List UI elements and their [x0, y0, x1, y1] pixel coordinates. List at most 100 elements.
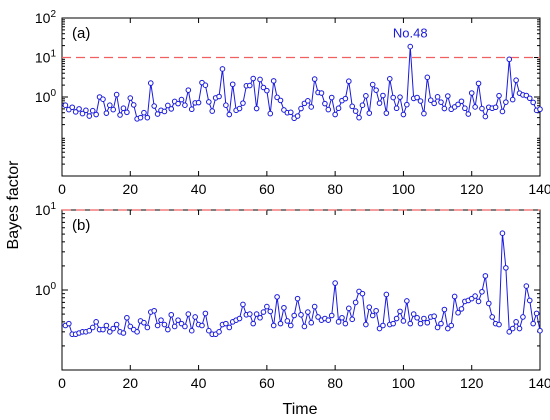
panel-a-y-tick-label: 102: [35, 9, 57, 26]
panel-a-data-point: [513, 77, 519, 84]
panel-a-data-point: [151, 103, 157, 109]
panel-b-data-point: [339, 314, 345, 321]
panel-b-data-point: [407, 320, 414, 327]
panel-b-data-point: [110, 325, 117, 332]
panel-b-data-point: [479, 288, 485, 295]
panel-b-data-point: [369, 312, 376, 319]
panel-a-data-point: [479, 105, 485, 112]
panel-b-data-point: [410, 311, 417, 317]
panel-a-data-point: [455, 101, 461, 108]
panel-b-data-point: [390, 320, 396, 327]
panel-a-data-point: [209, 108, 216, 114]
panel-b-data-point: [424, 319, 431, 326]
panel-a-x-tick-label: 140: [528, 181, 550, 197]
panel-a: 0 20 40 60 80 100 120 140 100 101 102 (a) No.48: [35, 9, 550, 197]
panel-a-data-point: [383, 110, 390, 116]
panel-b-data-point: [315, 314, 321, 320]
panel-a-data-point: [458, 98, 465, 105]
panel-b-data-point: [223, 320, 229, 327]
panel-a-data-point: [89, 107, 96, 114]
panel-a-data-point: [332, 111, 338, 118]
panel-b-series-line: [65, 233, 541, 335]
panel-b-data-point: [421, 315, 427, 322]
panel-a-data-point: [236, 105, 243, 112]
panel-a-data-point: [72, 109, 79, 115]
panel-b-data-point: [475, 298, 482, 305]
panel-b-data-point: [192, 314, 198, 320]
panel-b-data-point: [202, 310, 209, 317]
panel-b-data-point: [496, 321, 502, 328]
panel-a-data-point: [175, 100, 181, 107]
panel-b-data-point: [513, 319, 519, 325]
panel-a-x-tick-label: 80: [327, 181, 343, 197]
panel-a-x-tick-label: 40: [191, 181, 207, 197]
panel-a-data-point: [113, 91, 120, 98]
panel-b-data-point: [264, 303, 270, 310]
panel-b-data-point: [414, 314, 420, 321]
panel-a-data-point: [76, 106, 82, 112]
panel-b-data-point: [328, 312, 335, 319]
panel-b-data-point: [489, 314, 496, 320]
panel-b-data-point: [107, 329, 113, 335]
panel-a-data-point: [110, 106, 117, 113]
panel-b-data-point: [404, 298, 410, 304]
panel-a-data-point: [137, 114, 144, 121]
panel-b-y-tick-label: 100: [35, 281, 57, 298]
panel-b-data-point: [291, 312, 297, 319]
panel-b-data-point: [349, 316, 356, 323]
panel-b-data-point: [503, 265, 509, 271]
panel-a-data-point: [400, 111, 407, 118]
panel-b-data-point: [332, 280, 338, 286]
panel-a-data-point: [475, 80, 482, 87]
panel-b-data-point: [533, 310, 540, 317]
panel-b-data-point: [250, 320, 256, 327]
panel-a-data-point: [322, 100, 328, 107]
panel-b-data-point: [113, 321, 120, 328]
panel-a-data-point: [468, 90, 475, 96]
panel-b-data-point: [257, 314, 263, 321]
panel-a-data-point: [530, 99, 536, 106]
panel-b-data-point: [127, 323, 134, 330]
panel-a-data-point: [509, 96, 516, 103]
panel-b-data-point: [154, 322, 161, 329]
panel-b-data-point: [499, 230, 506, 236]
panel-a-data-point: [226, 111, 233, 118]
panel-a-data-point: [526, 95, 533, 102]
panel-b-data-point: [445, 325, 451, 332]
panel-b-label: (b): [72, 217, 90, 234]
panel-a-data-point: [141, 109, 147, 116]
panel-a-data-point: [506, 56, 513, 63]
panel-b-x-tick-label: 120: [460, 375, 484, 391]
panel-b-data-point: [161, 321, 168, 328]
panel-a-data-point: [298, 105, 304, 112]
panel-a-data-point: [188, 106, 195, 113]
panel-a-data-point: [369, 81, 376, 88]
panel-a-data-point: [386, 75, 393, 82]
panel-a-data-point: [277, 97, 284, 104]
panel-a-data-point: [182, 102, 188, 109]
panel-a-data-point: [257, 76, 263, 83]
panel-a-data-point: [325, 106, 332, 113]
panel-b-data-point: [311, 303, 318, 310]
panel-a-data-point: [69, 104, 76, 111]
panel-a-data-point: [127, 95, 134, 101]
panel-a-data-point: [465, 111, 472, 117]
panel-a-data-point: [537, 106, 543, 113]
panel-a-data-point: [223, 102, 229, 109]
panel-b-data-point: [294, 295, 301, 302]
panel-a-data-point: [154, 111, 161, 117]
panel-a-data-point: [120, 105, 127, 112]
panel-b-data-point: [253, 311, 260, 317]
panel-a-data-point: [349, 103, 356, 110]
panel-b-data-point: [185, 311, 192, 317]
panel-a-data-point: [462, 105, 468, 112]
panel-b-data-point: [335, 319, 342, 325]
panel-a-data-point: [359, 102, 366, 109]
panel-b-data-point: [400, 318, 407, 324]
panel-a-data-point: [342, 95, 349, 102]
panel-b-data-point: [352, 299, 359, 306]
panel-a-data-point: [107, 102, 113, 109]
panel-b-data-point: [325, 317, 332, 323]
panel-b-data-point: [506, 329, 513, 335]
panel-a-data-point: [376, 100, 383, 106]
